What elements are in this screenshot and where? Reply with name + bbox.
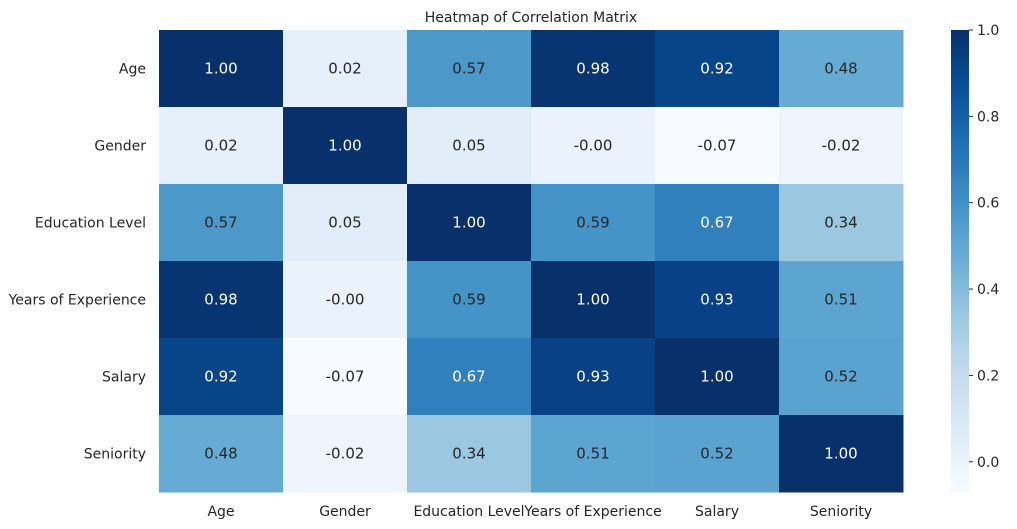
cell-value-label: 1.00 (204, 60, 237, 78)
cell-value-label: 1.00 (700, 368, 733, 386)
cell-value-label: 0.02 (328, 60, 361, 78)
cell-value-label: 0.92 (204, 368, 237, 386)
cell-value-label: 0.93 (700, 291, 733, 309)
y-tick-label: Education Level (35, 216, 146, 232)
y-tick-label: Salary (102, 370, 146, 386)
cell-value-label: 0.48 (204, 445, 237, 463)
heatmap-cell (779, 30, 904, 108)
cell-value-label: 0.34 (824, 214, 857, 232)
cell-value-label: 1.00 (824, 445, 857, 463)
heatmap-cell (655, 261, 780, 339)
cell-value-label: 0.51 (824, 291, 857, 309)
cell-value-label: 0.05 (452, 137, 485, 155)
cell-value-label: 0.93 (576, 368, 609, 386)
heatmap-cell (655, 338, 780, 416)
cell-value-label: 0.67 (700, 214, 733, 232)
heatmap-cell (283, 415, 408, 493)
colorbar-tick-label: 0.6 (977, 196, 999, 212)
y-axis-labels: Age Gender Education Level Years of Experie… (8, 62, 147, 463)
heatmap-cell (779, 338, 904, 416)
heatmap-cell (407, 184, 532, 262)
cell-value-label: 0.05 (328, 214, 361, 232)
heatmap-cell (531, 184, 656, 262)
heatmap-cell (159, 184, 284, 262)
heatmap-cell (655, 184, 780, 262)
cell-value-label: 0.57 (452, 60, 485, 78)
heatmap-cell (531, 30, 656, 108)
heatmap-cell (779, 415, 904, 493)
cell-value-label: 0.48 (824, 60, 857, 78)
cell-value-label: 0.92 (700, 60, 733, 78)
y-tick-label: Age (119, 62, 146, 78)
x-axis-labels: Age Gender Education Level Years of Experie… (207, 504, 872, 520)
heatmap-cell (655, 30, 780, 108)
cell-value-label: 0.51 (576, 445, 609, 463)
heatmap-cell (407, 338, 532, 416)
cell-value-label: -0.07 (698, 137, 737, 155)
cell-value-label: 0.57 (204, 214, 237, 232)
cell-value-label: -0.07 (326, 368, 365, 386)
cell-value-label: 0.59 (452, 291, 485, 309)
colorbar-tick-label: 1.0 (977, 23, 999, 39)
cell-value-label: 0.34 (452, 445, 485, 463)
heatmap-cell (779, 107, 904, 185)
heatmap-cell (655, 415, 780, 493)
y-tick-label: Seniority (84, 447, 146, 463)
cell-value-label: 0.98 (576, 60, 609, 78)
heatmap-cell (407, 415, 532, 493)
colorbar-tick-label: 0.8 (977, 109, 999, 125)
heatmap-cell (159, 261, 284, 339)
cell-value-label: 1.00 (328, 137, 361, 155)
heatmap-cell (531, 107, 656, 185)
heatmap-cell (159, 107, 284, 185)
cell-value-label: -0.02 (326, 445, 365, 463)
heatmap-cell (779, 184, 904, 262)
cell-value-label: -0.00 (574, 137, 613, 155)
cell-value-label: 0.98 (204, 291, 237, 309)
heatmap-cell (531, 415, 656, 493)
cell-value-label: -0.00 (326, 291, 365, 309)
cell-value-label: 0.52 (700, 445, 733, 463)
heatmap-cell (283, 184, 408, 262)
heatmap-cell (283, 261, 408, 339)
colorbar-tick-label: 0.0 (977, 455, 999, 471)
heatmap-cell (407, 30, 532, 108)
heatmap-cell (655, 107, 780, 185)
colorbar-tick-label: 0.4 (977, 282, 999, 298)
heatmap-cell (779, 261, 904, 339)
colorbar-ticks: 0.0 0.2 0.4 0.6 0.8 1.0 (969, 23, 999, 471)
cell-value-label: -0.02 (822, 137, 861, 155)
y-tick-label: Years of Experience (8, 293, 146, 309)
heatmap-cell (407, 261, 532, 339)
cell-value-label: 0.52 (824, 368, 857, 386)
heatmap-cell (159, 338, 284, 416)
heatmap-cell (283, 338, 408, 416)
x-tick-label: Seniority (810, 504, 872, 520)
x-tick-label: Gender (319, 504, 371, 520)
heatmap-cell (531, 338, 656, 416)
cell-value-label: 0.02 (204, 137, 237, 155)
x-tick-label: Age (207, 504, 234, 520)
colorbar-tick-label: 0.2 (977, 368, 999, 384)
chart-title: Heatmap of Correlation Matrix (425, 10, 637, 26)
colorbar (951, 30, 969, 492)
x-tick-label: Years of Experience (523, 504, 661, 520)
heatmap-cells: 1.00 0.02 0.57 0.98 0.92 0.48 0.02 1.00 0.05 -0.0… (159, 30, 904, 493)
heatmap-cell (531, 261, 656, 339)
x-tick-label: Education Level (413, 504, 524, 520)
heatmap-cell (159, 415, 284, 493)
cell-value-label: 0.67 (452, 368, 485, 386)
cell-value-label: 1.00 (452, 214, 485, 232)
heatmap-cell (283, 30, 408, 108)
cell-value-label: 0.59 (576, 214, 609, 232)
y-tick-label: Gender (94, 139, 146, 155)
cell-value-label: 1.00 (576, 291, 609, 309)
heatmap-cell (407, 107, 532, 185)
heatmap-cell (283, 107, 408, 185)
heatmap-cell (159, 30, 284, 108)
x-tick-label: Salary (695, 504, 739, 520)
